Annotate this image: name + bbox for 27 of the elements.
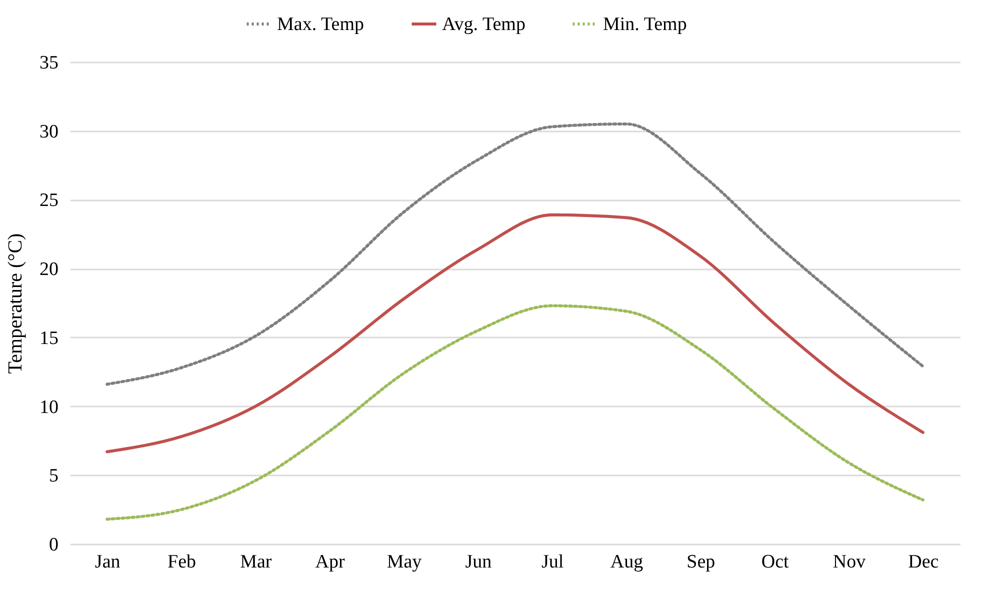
y-tick-label: 5 — [49, 466, 58, 487]
y-axis-title: Temperature (°C) — [4, 233, 26, 374]
x-tick-label: Feb — [168, 552, 196, 572]
x-tick-label: Sep — [686, 552, 716, 572]
x-tick-label: May — [386, 552, 422, 572]
y-tick-label: 0 — [49, 534, 58, 556]
x-tick-label: Oct — [761, 552, 790, 572]
y-tick-label: 10 — [40, 396, 58, 418]
x-tick-label: Nov — [832, 552, 866, 572]
x-tick-label: Dec — [908, 552, 939, 572]
x-tick-label: Jun — [465, 552, 492, 572]
x-tick-label: Mar — [240, 552, 272, 572]
line-series — [106, 122, 924, 386]
y-tick-label: 20 — [40, 259, 58, 280]
x-tick-label: Jul — [541, 552, 564, 572]
y-tick-label: 35 — [40, 52, 58, 74]
line-series — [106, 213, 924, 454]
x-tick-label: Aug — [610, 552, 644, 572]
y-tick-label: 30 — [40, 121, 58, 142]
y-tick-label: 25 — [40, 190, 58, 212]
legend-label: Min. Temp — [603, 14, 687, 35]
legend-label: Max. Temp — [277, 14, 364, 35]
legend-label: Avg. Temp — [442, 14, 526, 35]
x-tick-label: Apr — [315, 552, 346, 572]
y-tick-label: 15 — [40, 328, 58, 349]
x-tick-label: Jan — [94, 552, 121, 572]
line-series — [106, 304, 924, 521]
